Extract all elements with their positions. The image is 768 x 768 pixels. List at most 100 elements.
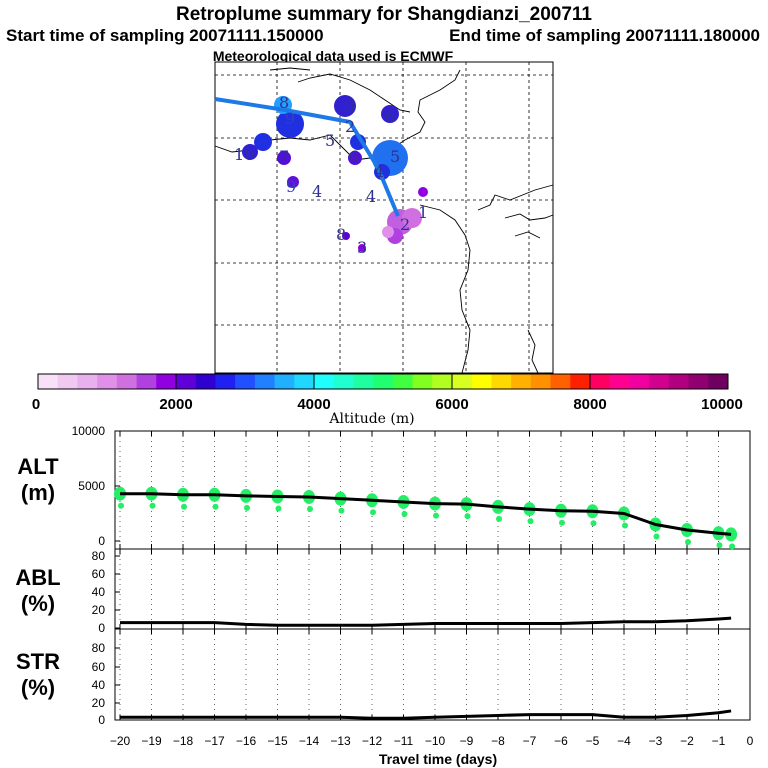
plume-cluster: [287, 176, 299, 188]
map-frame: [214, 61, 554, 374]
map-label-8a: 8: [279, 93, 289, 112]
colorbar-cell: [156, 374, 177, 389]
x-tick-label: −13: [330, 734, 351, 748]
colorbar-cell: [274, 374, 295, 389]
x-tick-label: −10: [425, 734, 446, 748]
x-tick-label: −16: [236, 734, 257, 748]
colorbar-cell: [471, 374, 492, 389]
end-time-label: End time of sampling 20071111.180000: [449, 26, 760, 45]
colorbar-cells: [38, 374, 729, 389]
map-grid: [215, 62, 553, 373]
colorbar-cell: [333, 374, 354, 389]
colorbar-tick-10000: 10000: [701, 396, 743, 413]
colorbar-cell: [609, 374, 630, 389]
x-tick-label: −3: [649, 734, 663, 748]
map-label-2a: 2: [345, 117, 355, 136]
map-label-5a: 5: [325, 131, 335, 150]
plume-cluster: [254, 133, 272, 151]
colorbar-cell: [254, 374, 276, 389]
abl-ytick-40: 40: [92, 585, 106, 599]
map-label-9a: 9: [285, 109, 295, 128]
str-ytick-40: 40: [92, 678, 106, 692]
timeseries-panels: ALT (m) ABL (%) STR (%) 10000 5000 0 80 …: [15, 424, 753, 767]
x-tick-label: −18: [173, 734, 194, 748]
plume-cluster: [418, 187, 428, 197]
map-label-6a: 6: [349, 147, 359, 166]
colorbar-cell: [511, 374, 532, 389]
alt-scatter-point: [729, 543, 736, 550]
alt-scatter-point: [307, 506, 313, 512]
x-tick-label: −11: [394, 734, 414, 748]
colorbar-cell: [688, 374, 709, 389]
alt-scatter-point: [559, 519, 565, 526]
str-unit: (%): [21, 675, 55, 700]
colorbar-cell: [550, 374, 571, 389]
colorbar-cell: [97, 374, 118, 389]
colorbar-tick-6000: 6000: [435, 396, 468, 413]
alt-ytick-10000: 10000: [72, 424, 106, 438]
plume-cluster: [342, 232, 350, 240]
str-ytick-20: 20: [92, 696, 106, 710]
data-series: [114, 486, 738, 720]
abl-panel-frame: [114, 548, 751, 630]
colorbar-cell: [373, 374, 394, 389]
alt-scatter-point: [181, 503, 187, 510]
colorbar-cell: [195, 374, 216, 389]
colorbar-tick-4000: 4000: [297, 396, 330, 413]
str-panel-frame: [114, 628, 751, 721]
colorbar-cell: [314, 374, 335, 389]
colorbar-cell: [116, 374, 138, 389]
colorbar-cell: [235, 374, 256, 389]
abl-series-line: [120, 616, 732, 627]
x-tick-label: −2: [680, 734, 694, 748]
plume-cluster: [242, 144, 258, 160]
map-label-9b: 9: [286, 177, 296, 196]
map-panel: 10 9 9 8 7 6 5 4 4 4 3 2 1 5 8 3 6 2: [214, 61, 554, 374]
plume-cluster: [381, 105, 399, 123]
plume-cluster: [334, 95, 356, 117]
colorbar-cell: [294, 374, 315, 389]
colorbar-cell: [590, 374, 611, 389]
colorbar-dividers: [175, 374, 591, 389]
alt-scatter-point: [212, 503, 219, 510]
alt-scatter-point: [338, 507, 345, 514]
alt-scatter-point: [527, 518, 534, 525]
map-label-3b: 3: [357, 238, 367, 257]
colorbar-cell: [530, 374, 552, 389]
plume-cluster: [382, 226, 394, 238]
colorbar-tick-2000: 2000: [159, 396, 192, 413]
map-day-labels: 10 9 9 8 7 6 5 4 4 4 3 2 1 5 8 3 6 2: [234, 93, 428, 257]
abl-ytick-0: 0: [98, 621, 105, 635]
x-tick-label: −14: [299, 734, 320, 748]
alt-scatter-point: [118, 502, 124, 509]
colorbar-cell: [77, 374, 98, 389]
colorbar-cell: [668, 374, 690, 389]
alt-scatter-point: [590, 520, 597, 527]
alt-scatter-point: [653, 533, 660, 540]
alt-scatter-point: [401, 510, 408, 517]
colorbar-cell: [412, 374, 433, 389]
alt-unit: (m): [21, 480, 55, 505]
map-label-7: 7: [279, 147, 289, 166]
alt-scatter-point: [716, 542, 723, 549]
abl-ytick-20: 20: [92, 603, 106, 617]
alt-scatter-point: [685, 539, 691, 545]
map-label-3a: 3: [345, 97, 355, 116]
colorbar-cell: [570, 374, 591, 389]
alt-scatter-point: [433, 512, 439, 519]
colorbar-cell: [649, 374, 670, 389]
alt-ytick-5000: 5000: [78, 479, 105, 493]
alt-scatter-point: [149, 502, 156, 509]
colorbar-cell: [392, 374, 414, 389]
map-label-2b: 2: [400, 215, 410, 234]
x-tick-label: −17: [204, 734, 225, 748]
colorbar-cell: [353, 374, 374, 389]
plume-centroid-path: [214, 97, 400, 217]
str-series-line: [120, 709, 732, 720]
colorbar-cell: [708, 374, 729, 389]
figure-title: Retroplume summary for Shangdianzi_20071…: [176, 4, 592, 25]
x-tick-label: −6: [554, 734, 568, 748]
alt-scatter-point: [496, 515, 502, 522]
colorbar-tick-0: 0: [32, 396, 40, 413]
